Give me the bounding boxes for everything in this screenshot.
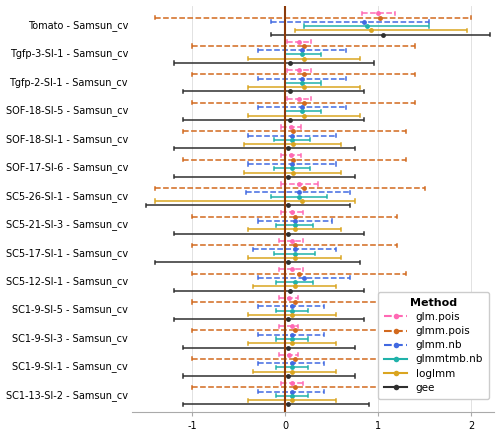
Legend: glm.pois, glmm.pois, glmm.nb, glmmtmb.nb, loglmm, gee: glm.pois, glmm.pois, glmm.nb, glmmtmb.nb… bbox=[378, 291, 489, 399]
